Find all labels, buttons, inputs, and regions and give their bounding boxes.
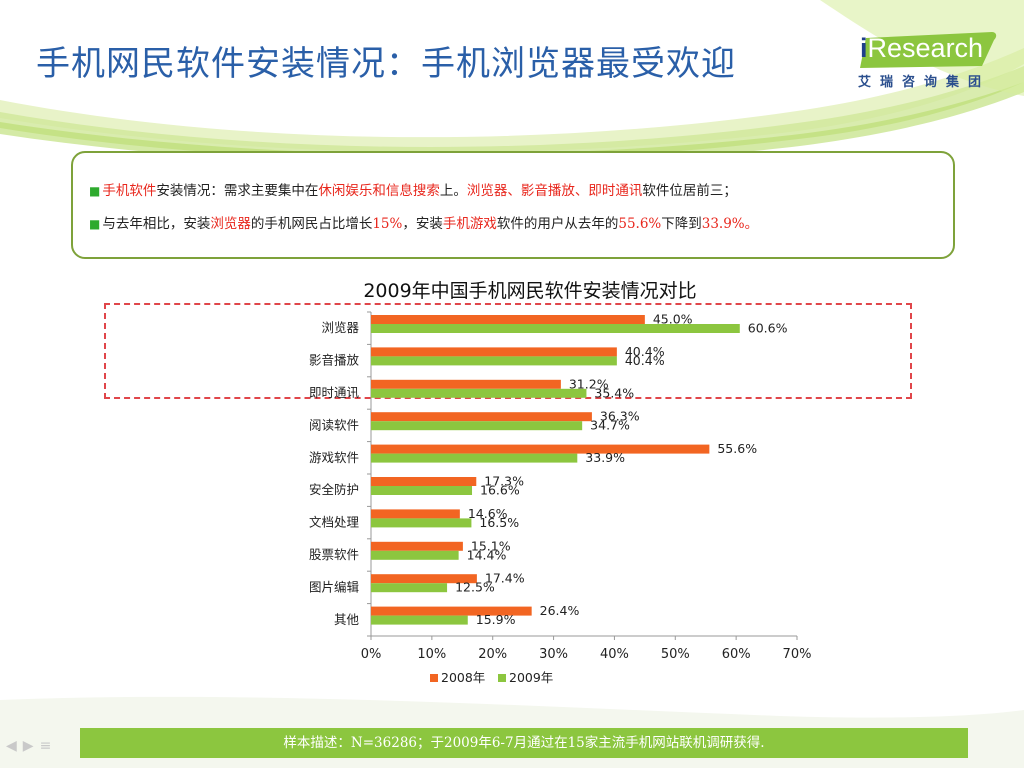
data-label: 26.4% [540,603,580,618]
summary-line2-segment-3: 15% [372,216,403,232]
summary-line-2-text: 与去年相比，安装浏览器的手机网民占比增长15%，安装手机游戏软件的用户从去年的5… [102,216,758,232]
slide-title: 手机网民软件安装情况：手机浏览器最受欢迎 [36,44,736,84]
data-label: 34.7% [590,418,630,433]
x-tick-label: 40% [600,647,629,662]
highlight-dashed-box [104,303,912,399]
summary-line1-segment-4: 浏览器、影音播放、即时通讯 [466,183,643,199]
data-label: 40.4% [625,353,665,368]
data-label: 17.3% [484,474,524,489]
x-tick-label: 70% [783,647,812,662]
category-label: 安全防护 [309,482,359,497]
summary-line2-segment-8: 下降到 [661,216,702,232]
x-tick-label: 60% [722,647,751,662]
data-label: 55.6% [717,441,757,456]
summary-line1-segment-0: 手机软件 [102,183,157,199]
bar-series-2 [371,486,473,495]
data-label: 40.4% [625,344,665,359]
green-square-bullet-icon: ■ [89,184,101,198]
category-label: 影音播放 [309,353,360,368]
bar-series-2 [371,583,448,593]
x-tick-label: 20% [478,647,507,662]
bar-series-1 [371,574,477,584]
bar-series-2 [371,518,472,528]
data-label: 16.6% [480,483,520,498]
category-label: 其他 [334,612,360,627]
legend-swatch [498,674,506,682]
footer-sample-note: 样本描述：N=36286；于2009年6-7月通过在15家主流手机网站联机调研获… [80,728,968,758]
summary-box: ■ 手机软件安装情况：需求主要集中在休闲娱乐和信息搜索上。浏览器、影音播放、即时通… [71,151,955,259]
bar-series-1 [371,509,460,519]
bar-series-1 [371,412,592,422]
x-tick-label: 50% [661,647,690,662]
category-label: 即时通讯 [309,385,360,400]
summary-line1-segment-5: 软件位居前三； [642,183,737,199]
summary-line2-segment-9: 33.9%。 [701,216,759,232]
logo-i: i [860,33,868,63]
summary-line1-segment-1: 安装情况：需求主要集中在 [156,183,319,199]
chart-title: 2009年中国手机网民软件安装情况对比 [363,280,697,302]
bar-series-2 [371,453,578,463]
x-tick-label: 0% [361,647,382,662]
data-label: 12.5% [455,580,495,595]
logo-swoosh-icon [860,32,997,68]
x-tick-label: 10% [417,647,446,662]
bar-series-1 [371,477,477,486]
data-label: 17.4% [485,571,525,586]
data-label: 45.0% [653,312,693,327]
x-tick-label: 30% [539,647,568,662]
data-label: 60.6% [748,321,788,336]
data-label: 33.9% [585,450,625,465]
summary-line-2: ■ 与去年相比，安装浏览器的手机网民占比增长15%，安装手机游戏软件的用户从去年的… [89,212,758,232]
slide-nav: ◀▶≡ [6,738,57,754]
legend-label: 2008年 [441,670,485,685]
summary-line2-segment-1: 浏览器 [210,216,251,232]
bar-series-2 [371,615,468,625]
summary-line1-segment-2: 休闲娱乐和信息搜索 [318,183,440,199]
bar-series-1 [371,379,561,389]
bar-series-1 [371,347,617,357]
category-label: 阅读软件 [309,417,359,432]
bar-series-2 [371,421,583,431]
bar-series-1 [371,315,645,324]
summary-line2-segment-7: 55.6% [618,216,662,232]
data-label: 36.3% [600,409,640,424]
bar-chart: 0% 10% 20% 30% 40% 50% 60% 70% 浏览器 45.0% 60.6% 影音播放… [309,311,812,685]
legend-swatch [430,674,438,682]
category-label: 图片编辑 [309,579,359,594]
data-label: 15.9% [476,612,516,627]
data-label: 16.5% [479,515,519,530]
bar-series-1 [371,606,532,616]
legend-label: 2009年 [509,670,553,685]
summary-line2-segment-5: 手机游戏 [442,216,497,232]
data-label: 15.1% [471,538,511,553]
summary-line-1: ■ 手机软件安装情况：需求主要集中在休闲娱乐和信息搜索上。浏览器、影音播放、即时通… [89,179,737,199]
bar-series-2 [371,324,740,333]
data-label: 14.4% [467,547,507,562]
bar-series-2 [371,550,459,560]
prev-arrow-icon[interactable]: ◀ [6,738,23,754]
summary-line2-segment-6: 软件的用户从去年的 [496,216,619,232]
bar-series-2 [371,388,587,398]
iresearch-logo: iResearch 艾瑞咨询集团 [852,30,1002,100]
logo-tagline: 艾瑞咨询集团 [858,75,991,90]
menu-icon[interactable]: ≡ [39,738,58,754]
next-arrow-icon[interactable]: ▶ [22,738,40,754]
bar-series-1 [371,444,710,454]
summary-line2-segment-0: 与去年相比，安装 [102,216,211,232]
green-square-bullet-icon: ■ [89,217,101,231]
summary-line2-segment-4: ，安装 [402,216,443,232]
logo-research: Research [867,33,984,63]
bar-series-2 [371,356,617,366]
category-label: 文档处理 [309,515,360,530]
summary-line-1-text: 手机软件安装情况：需求主要集中在休闲娱乐和信息搜索上。浏览器、影音播放、即时通讯… [102,183,737,199]
data-label: 14.6% [468,506,508,521]
bar-series-1 [371,541,463,551]
data-label: 31.2% [569,376,609,391]
category-label: 股票软件 [309,547,359,562]
category-label: 浏览器 [321,320,359,335]
summary-line1-segment-3: 上。 [439,183,467,199]
data-label: 35.4% [594,385,634,400]
category-label: 游戏软件 [309,450,359,465]
summary-line2-segment-2: 的手机网民占比增长 [250,216,373,232]
